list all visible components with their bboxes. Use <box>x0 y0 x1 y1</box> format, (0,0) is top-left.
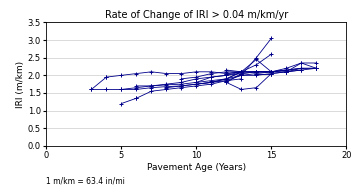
Y-axis label: IRI (m/km): IRI (m/km) <box>16 61 25 108</box>
Text: 1 m/km = 63.4 in/mi: 1 m/km = 63.4 in/mi <box>46 176 125 185</box>
Title: Rate of Change of IRI > 0.04 m/km/yr: Rate of Change of IRI > 0.04 m/km/yr <box>105 10 288 20</box>
X-axis label: Pavement Age (Years): Pavement Age (Years) <box>147 163 246 172</box>
